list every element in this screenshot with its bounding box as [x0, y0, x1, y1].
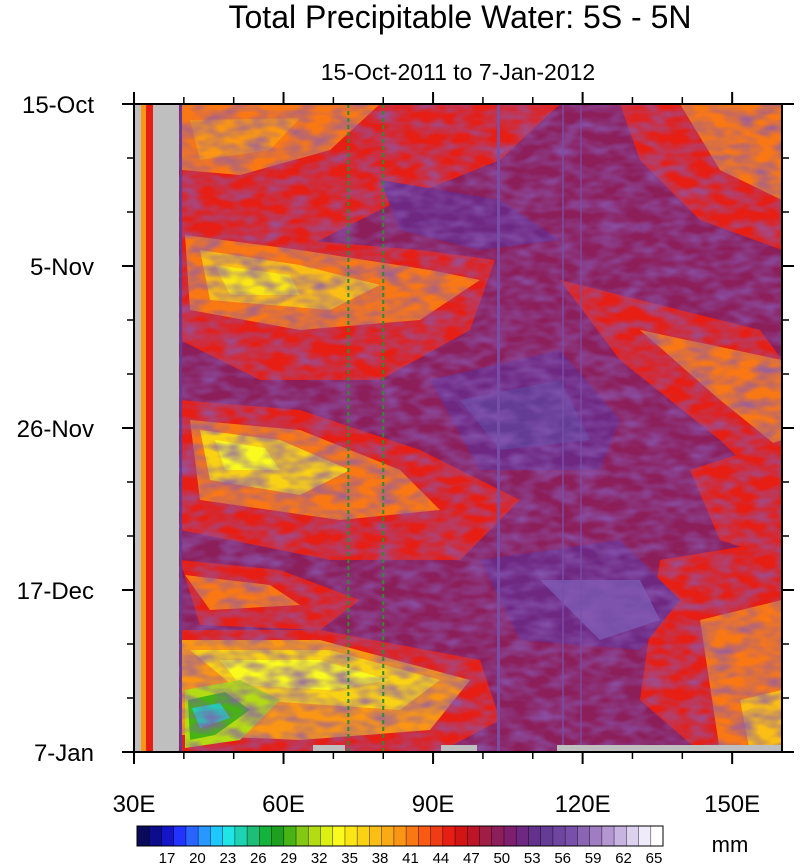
coastal-strip	[141, 104, 146, 752]
colorbar-label: 35	[341, 850, 358, 867]
colorbar-label: 59	[585, 850, 602, 867]
colorbar-label: 29	[280, 850, 297, 867]
colorbar-label: 56	[554, 850, 571, 867]
coastal-strip-2	[146, 104, 153, 752]
colorbar-label: 50	[493, 850, 510, 867]
y-tick-label: 5-Nov	[30, 254, 94, 281]
colorbar-swatch	[577, 826, 591, 846]
colorbar-swatch	[479, 826, 493, 846]
colorbar-swatch	[552, 826, 566, 846]
colorbar-swatch	[614, 826, 627, 846]
y-tick-label: 7-Jan	[34, 740, 94, 767]
island-streak-2	[562, 104, 564, 752]
colorbar-swatch	[173, 826, 187, 846]
colorbar-label: 53	[524, 850, 541, 867]
colorbar-swatch	[185, 826, 199, 846]
land-mask-3	[313, 745, 345, 752]
colorbar-label: 44	[433, 850, 450, 867]
colorbar-label: 26	[250, 850, 267, 867]
chart-title: Total Precipitable Water: 5S - 5N	[229, 0, 692, 35]
colorbar-swatch	[210, 826, 224, 846]
colorbar-label: 17	[159, 850, 176, 867]
y-tick-label: 26-Nov	[17, 416, 94, 443]
colorbar-frame	[136, 825, 664, 847]
colorbar-swatch	[516, 826, 530, 846]
colorbar-swatch	[430, 826, 444, 846]
colorbar-swatch	[259, 826, 273, 846]
x-axis: 30E 60E 90E 120E 150E	[113, 92, 760, 818]
x-tick-label: 60E	[262, 791, 305, 818]
land-mask-4	[441, 745, 477, 752]
y-tick-label: 15-Oct	[22, 92, 94, 119]
colorbar-swatch	[149, 826, 163, 846]
colorbar-swatch	[320, 826, 334, 846]
island-streak-3	[580, 104, 582, 752]
colorbar-label: 23	[220, 850, 237, 867]
chart-subtitle: 15-Oct-2011 to 7-Jan-2012	[321, 59, 595, 85]
colorbar-swatch	[332, 826, 346, 846]
x-tick-label: 150E	[704, 791, 760, 818]
colorbar-swatch	[296, 826, 309, 846]
noise-overlay	[134, 104, 782, 752]
colorbar-label: 32	[311, 850, 328, 867]
colorbar-swatch	[137, 826, 150, 846]
colorbar-swatch	[491, 826, 505, 846]
colorbar-swatch	[271, 826, 285, 846]
colorbar-swatch	[565, 826, 578, 846]
island-streak-1	[497, 104, 500, 752]
reference-lines	[347, 104, 385, 752]
colorbar-swatch	[626, 826, 640, 846]
land-mask-5	[557, 745, 782, 752]
colorbar-swatch	[161, 826, 175, 846]
colorbar-swatch	[503, 826, 517, 846]
colorbar-swatch	[393, 826, 407, 846]
x-tick-label: 30E	[113, 791, 156, 818]
colorbar-label: 65	[646, 850, 663, 867]
colorbar-unit: mm	[712, 832, 749, 857]
colorbar-swatch	[222, 826, 236, 846]
colorbar-swatch	[283, 826, 297, 846]
colorbar-label: 62	[615, 850, 632, 867]
colorbar-swatch	[308, 826, 322, 846]
land-mask-1	[134, 104, 141, 752]
x-tick-label: 90E	[412, 791, 455, 818]
colorbar-swatch	[247, 826, 260, 846]
colorbar-swatch	[442, 826, 456, 846]
colorbar-swatch	[638, 826, 652, 846]
colorbar-label: 41	[402, 850, 419, 867]
colorbar-label: 38	[372, 850, 389, 867]
colorbar-swatch	[357, 826, 371, 846]
colorbar-swatch	[650, 826, 664, 846]
colorbar-swatch	[467, 826, 481, 846]
colorbar-swatch	[601, 826, 615, 846]
colorbar-swatch	[528, 826, 542, 846]
colorbar-swatch	[198, 826, 211, 846]
colorbar-swatch	[234, 826, 248, 846]
plot-area	[134, 104, 782, 752]
colorbar-label: 47	[463, 850, 480, 867]
y-axis: 15-Oct 5-Nov 26-Nov 17-Dec 7-Jan	[17, 92, 794, 767]
y-tick-label: 17-Dec	[17, 578, 94, 605]
colorbar-swatch	[418, 826, 432, 846]
land-mask-2	[153, 104, 179, 752]
colorbar: 17 20 23 26 29 32 35 38 41 44 47 50 53 56 59 62 65	[136, 825, 664, 867]
colorbar-swatch	[540, 826, 554, 846]
colorbar-swatch	[344, 826, 358, 846]
colorbar-swatch	[381, 826, 395, 846]
colorbar-swatch	[369, 826, 383, 846]
colorbar-swatch	[589, 826, 603, 846]
colorbar-swatch	[406, 826, 419, 846]
x-tick-label: 120E	[555, 791, 611, 818]
colorbar-swatch	[455, 826, 468, 846]
colorbar-label: 20	[189, 850, 206, 867]
coast-streak	[180, 104, 182, 752]
